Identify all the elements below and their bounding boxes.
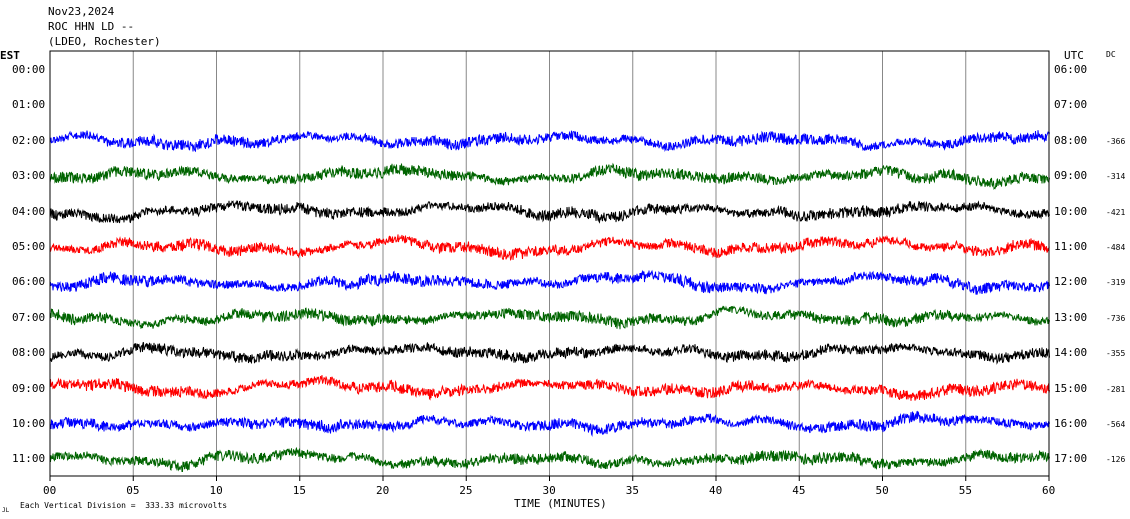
left-zone-label: EST: [0, 49, 20, 62]
trace-row-2: [49, 130, 1050, 153]
x-tick-label-45: 45: [792, 484, 806, 497]
x-tick-label-30: 30: [542, 484, 556, 497]
est-label-6: 06:00: [12, 275, 46, 289]
est-label-3: 03:00: [12, 169, 46, 183]
corner-mark: JL: [2, 507, 10, 514]
est-label-2: 02:00: [12, 133, 46, 147]
utc-label-1: 07:00: [1054, 98, 1088, 112]
dc-value-3: -314: [1106, 172, 1126, 182]
x-tick-label-05: 05: [126, 484, 140, 497]
dc-value-10: -564: [1106, 420, 1126, 429]
trace-row-5: [49, 234, 1050, 261]
plot-border: [49, 50, 1050, 477]
utc-label-2: 08:00: [1054, 133, 1088, 147]
x-tick-label-40: 40: [709, 484, 723, 497]
scale-note: Each Vertical Division = 333.33 microvol…: [20, 501, 228, 510]
est-label-5: 05:00: [12, 240, 46, 253]
x-tick-label-55: 55: [958, 484, 972, 497]
utc-label-4: 10:00: [1054, 204, 1088, 218]
trace-row-8: [49, 341, 1050, 365]
est-label-4: 04:00: [12, 204, 46, 218]
dc-value-5: -484: [1106, 243, 1126, 252]
x-tick-label-25: 25: [459, 484, 473, 497]
est-label-10: 10:00: [12, 417, 46, 430]
utc-label-9: 15:00: [1054, 381, 1088, 395]
x-tick-label-15: 15: [292, 484, 306, 497]
x-axis-label: TIME (MINUTES): [514, 497, 607, 510]
est-label-8: 08:00: [12, 346, 46, 360]
header-network: (LDEO, Rochester): [48, 35, 161, 48]
trace-row-3: [49, 162, 1050, 191]
dc-value-6: -319: [1106, 278, 1126, 288]
x-tick-label-10: 10: [209, 484, 223, 497]
right-zone-label: UTC: [1064, 49, 1084, 62]
dc-value-7: -736: [1106, 313, 1126, 323]
x-tick-label-50: 50: [875, 484, 889, 497]
utc-label-5: 11:00: [1054, 240, 1088, 253]
est-label-9: 09:00: [12, 381, 46, 395]
utc-label-6: 12:00: [1054, 275, 1088, 289]
utc-label-11: 17:00: [1054, 452, 1088, 466]
est-label-0: 00:00: [12, 63, 46, 76]
dc-value-11: -126: [1106, 455, 1126, 465]
x-tick-label-00: 00: [43, 484, 57, 497]
est-label-7: 07:00: [12, 310, 46, 324]
plot-frame: [49, 50, 1050, 477]
utc-label-0: 06:00: [1054, 63, 1088, 76]
x-tick-label-20: 20: [376, 484, 390, 497]
utc-label-7: 13:00: [1054, 310, 1088, 324]
x-tick-label-35: 35: [625, 484, 639, 497]
seismic-traces: [49, 130, 1050, 472]
trace-row-4: [49, 200, 1050, 224]
header-station: ROC HHN LD --: [48, 20, 135, 33]
dc-value-9: -281: [1106, 384, 1126, 394]
dc-value-8: -355: [1106, 349, 1126, 359]
header-date: Nov23,2024: [48, 5, 115, 18]
dc-value-4: -421: [1106, 207, 1126, 217]
dc-value-2: -366: [1106, 136, 1126, 146]
trace-row-7: [49, 305, 1050, 330]
x-tick-label-60: 60: [1042, 484, 1056, 497]
est-label-11: 11:00: [12, 452, 46, 466]
dc-label: DC: [1106, 50, 1116, 59]
trace-row-10: [49, 410, 1050, 438]
utc-label-10: 16:00: [1054, 417, 1088, 430]
trace-row-6: [49, 269, 1050, 295]
utc-label-3: 09:00: [1054, 169, 1088, 183]
trace-row-9: [49, 375, 1050, 401]
trace-row-11: [49, 446, 1050, 472]
est-label-1: 01:00: [12, 98, 46, 112]
utc-label-8: 14:00: [1054, 346, 1088, 360]
